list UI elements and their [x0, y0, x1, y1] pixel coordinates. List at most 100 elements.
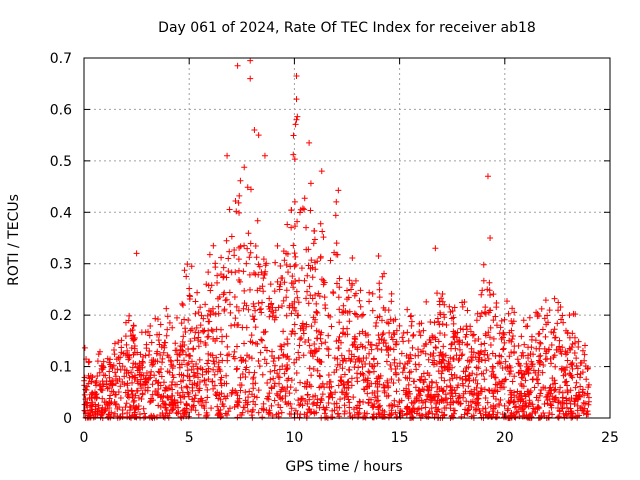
- data-point: [325, 400, 332, 407]
- data-point: [350, 341, 357, 348]
- data-point: [496, 352, 503, 359]
- data-point: [341, 410, 348, 417]
- data-point: [246, 271, 253, 278]
- data-point: [236, 192, 243, 199]
- data-point: [296, 354, 303, 361]
- data-point: [241, 242, 248, 249]
- data-point: [110, 347, 117, 354]
- data-point: [117, 395, 124, 402]
- data-point: [397, 360, 404, 367]
- data-point: [516, 369, 523, 376]
- data-point: [497, 324, 504, 331]
- data-point: [296, 342, 303, 349]
- data-point: [301, 277, 308, 284]
- data-point: [209, 378, 216, 385]
- data-point: [490, 317, 497, 324]
- data-point: [306, 139, 313, 146]
- data-point: [285, 400, 292, 407]
- data-point: [228, 390, 235, 397]
- data-point: [369, 404, 376, 411]
- data-point: [552, 334, 559, 341]
- data-point: [340, 357, 347, 364]
- data-point: [519, 375, 526, 382]
- data-point: [107, 392, 114, 399]
- data-point: [196, 356, 203, 363]
- data-point: [381, 270, 388, 277]
- data-point: [535, 403, 542, 410]
- data-point: [225, 408, 232, 415]
- data-point: [262, 262, 269, 269]
- data-point: [385, 352, 392, 359]
- data-point: [357, 287, 364, 294]
- data-point: [381, 411, 388, 418]
- data-point: [345, 396, 352, 403]
- data-point: [130, 399, 137, 406]
- data-point: [306, 342, 313, 349]
- data-point: [197, 365, 204, 372]
- data-point: [518, 352, 525, 359]
- data-point: [375, 403, 382, 410]
- data-point: [309, 274, 316, 281]
- data-point: [393, 341, 400, 348]
- data-point: [537, 340, 544, 347]
- data-point: [111, 340, 118, 347]
- data-point: [563, 378, 570, 385]
- data-point: [428, 405, 435, 412]
- data-point: [241, 340, 248, 347]
- data-point: [502, 358, 509, 365]
- data-point: [185, 360, 192, 367]
- data-point: [368, 341, 375, 348]
- data-point: [431, 319, 438, 326]
- data-point: [468, 403, 475, 410]
- data-point: [478, 291, 485, 298]
- data-point: [289, 328, 296, 335]
- data-point: [270, 375, 277, 382]
- data-point: [489, 350, 496, 357]
- data-point: [387, 361, 394, 368]
- data-point: [427, 319, 434, 326]
- data-point: [239, 324, 246, 331]
- data-point: [552, 394, 559, 401]
- data-point: [126, 403, 133, 410]
- data-point: [329, 394, 336, 401]
- data-point: [498, 336, 505, 343]
- data-point: [492, 396, 499, 403]
- data-point: [562, 351, 569, 358]
- data-point: [311, 340, 318, 347]
- data-point: [373, 319, 380, 326]
- data-point: [313, 402, 320, 409]
- data-point: [281, 341, 288, 348]
- data-point: [517, 390, 524, 397]
- data-point: [398, 350, 405, 357]
- data-point: [381, 389, 388, 396]
- data-point: [160, 342, 167, 349]
- data-point: [469, 332, 476, 339]
- data-point: [554, 320, 561, 327]
- data-point: [112, 373, 119, 380]
- data-point: [478, 341, 485, 348]
- data-point: [423, 298, 430, 305]
- data-point: [479, 287, 486, 294]
- data-point: [252, 307, 259, 314]
- data-point: [169, 324, 176, 331]
- data-point: [162, 339, 169, 346]
- data-point: [247, 249, 254, 256]
- data-point: [335, 337, 342, 344]
- data-point: [234, 414, 241, 421]
- data-point: [559, 405, 566, 412]
- data-point: [180, 413, 187, 420]
- data-point: [331, 400, 338, 407]
- data-point: [392, 409, 399, 416]
- data-point: [112, 401, 119, 408]
- data-point: [217, 414, 224, 421]
- data-point: [234, 62, 241, 69]
- data-point: [558, 316, 565, 323]
- data-point: [250, 269, 257, 276]
- data-point: [123, 341, 130, 348]
- data-point: [89, 374, 96, 381]
- data-point: [228, 233, 235, 240]
- data-point: [346, 404, 353, 411]
- data-point: [284, 340, 291, 347]
- data-point: [81, 391, 88, 398]
- data-point: [533, 309, 540, 316]
